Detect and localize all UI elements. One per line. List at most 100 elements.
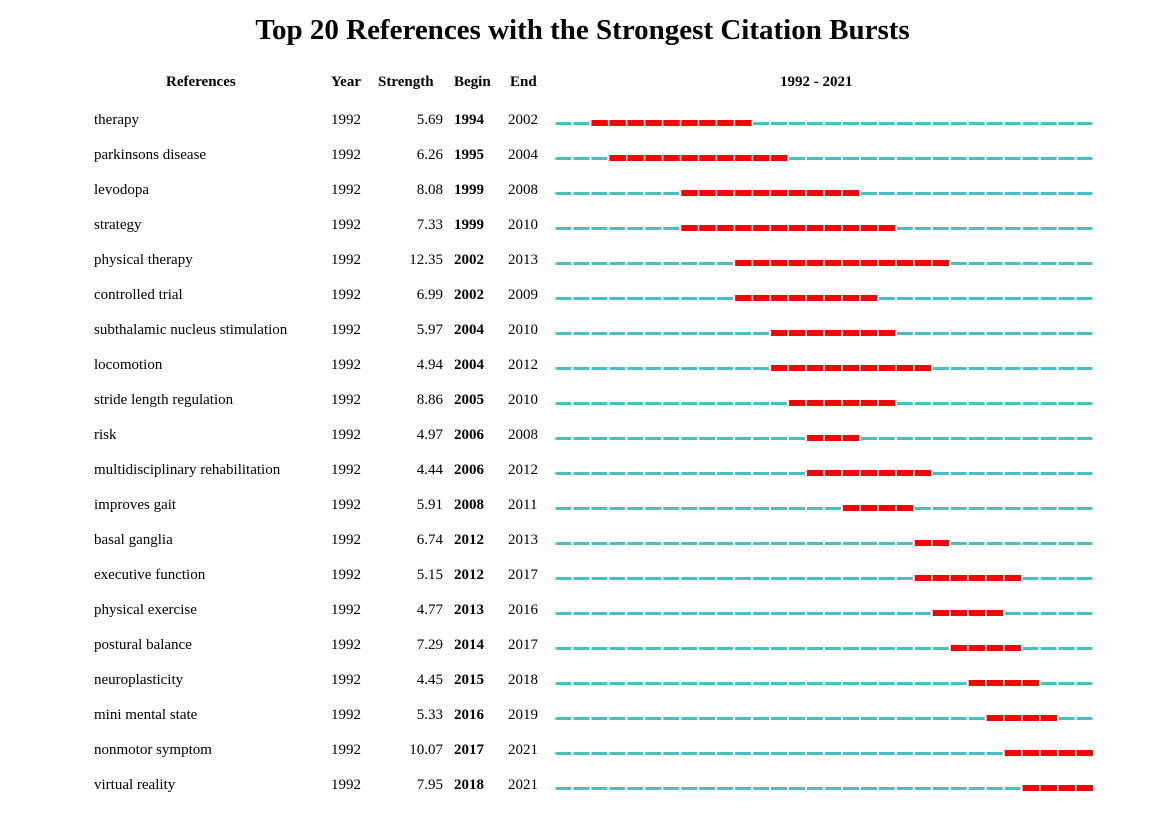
timeline-segment (986, 367, 1003, 370)
timeline-segment (555, 787, 572, 790)
timeline-segment (878, 717, 895, 720)
burst-segment (860, 365, 878, 371)
burst-segment (753, 295, 770, 301)
row-strength-value: 5.69 (417, 112, 443, 128)
timeline-segment (1076, 682, 1093, 685)
timeline-segment (878, 157, 895, 160)
timeline-segment (968, 157, 985, 160)
timeline-segment (681, 752, 698, 755)
timeline-segment (681, 577, 698, 580)
timeline-segment (573, 507, 590, 510)
timeline-segment (860, 192, 877, 195)
burst-segment (735, 260, 752, 266)
timeline-segment (645, 402, 662, 405)
timeline-segment (627, 682, 644, 685)
timeline-segment (842, 682, 859, 685)
timeline-segment (950, 752, 967, 755)
timeline-segment (681, 612, 698, 615)
header-end: End (510, 74, 537, 90)
timeline-segment (932, 682, 949, 685)
timeline-segment (789, 122, 806, 125)
timeline-segment (555, 647, 572, 650)
timeline-segment (591, 192, 608, 195)
burst-segment (860, 260, 878, 266)
timeline-segment (663, 402, 680, 405)
timeline-segment (699, 577, 716, 580)
timeline-segment (896, 787, 913, 790)
timeline-segment (573, 647, 590, 650)
timeline-segment (609, 367, 626, 370)
timeline-segment (555, 507, 572, 510)
timeline-segment (1022, 227, 1039, 230)
burst-segment (645, 155, 662, 161)
timeline-segment (950, 717, 967, 720)
burst-segment (807, 330, 824, 336)
timeline-segment (968, 297, 985, 300)
timeline-segment (1058, 297, 1075, 300)
burst-segment (932, 575, 950, 581)
timeline-segment (591, 647, 608, 650)
row-begin-value: 2006 (454, 427, 485, 443)
timeline-segment (699, 717, 716, 720)
timeline-segment (789, 507, 806, 510)
timeline-segment (609, 577, 626, 580)
row-reference-label: executive function (94, 567, 206, 583)
timeline-segment (968, 437, 985, 440)
timeline-segment (842, 122, 859, 125)
timeline-segment (842, 787, 859, 790)
timeline-segment (663, 227, 680, 230)
burst-segment (807, 470, 824, 476)
timeline-segment (1058, 192, 1075, 195)
timeline-segment (860, 647, 877, 650)
row-begin-value: 2008 (454, 497, 484, 513)
burst-segment (842, 435, 860, 441)
burst-segment (1058, 750, 1076, 756)
timeline-segment (1004, 262, 1021, 265)
burst-segment (753, 225, 770, 231)
timeline-segment (681, 647, 698, 650)
burst-segment (771, 365, 788, 371)
burst-segment (753, 260, 770, 266)
timeline-segment (1058, 367, 1075, 370)
timeline-segment (1040, 262, 1057, 265)
timeline-segment (860, 612, 877, 615)
timeline-segment (1040, 577, 1057, 580)
timeline-segment (968, 507, 985, 510)
row-begin-value: 2002 (454, 287, 484, 303)
timeline-segment (699, 507, 716, 510)
timeline-segment (555, 612, 572, 615)
timeline-segment (914, 332, 931, 335)
burst-segment (986, 610, 1004, 616)
timeline-segment (878, 787, 895, 790)
timeline-segment (1004, 192, 1021, 195)
burst-segment (896, 505, 914, 511)
timeline-segment (950, 332, 967, 335)
timeline-segment (914, 437, 931, 440)
row-reference-label: neuroplasticity (94, 672, 184, 688)
timeline-segment (842, 647, 859, 650)
timeline-segment (717, 752, 734, 755)
burst-segment (753, 190, 770, 196)
timeline-segment (896, 717, 913, 720)
row-reference-label: basal ganglia (94, 532, 173, 548)
row-year-value: 1992 (331, 532, 361, 548)
timeline-segment (573, 682, 590, 685)
timeline-segment (1022, 472, 1039, 475)
timeline-segment (573, 717, 590, 720)
burst-segment (681, 155, 698, 161)
burst-segment (771, 225, 788, 231)
timeline-segment (555, 577, 572, 580)
timeline-segment (1058, 437, 1075, 440)
timeline-segment (573, 262, 590, 265)
burst-segment (1004, 645, 1022, 651)
burst-segment (1022, 785, 1040, 791)
row-strength-value: 7.95 (417, 777, 443, 793)
timeline-segment (573, 297, 590, 300)
timeline-segment (914, 297, 931, 300)
timeline-segment (771, 612, 788, 615)
row-strength-value: 4.44 (417, 462, 444, 478)
timeline-segment (932, 717, 949, 720)
row-year-value: 1992 (331, 112, 361, 128)
timeline-segment (609, 717, 626, 720)
burst-segment (860, 470, 878, 476)
